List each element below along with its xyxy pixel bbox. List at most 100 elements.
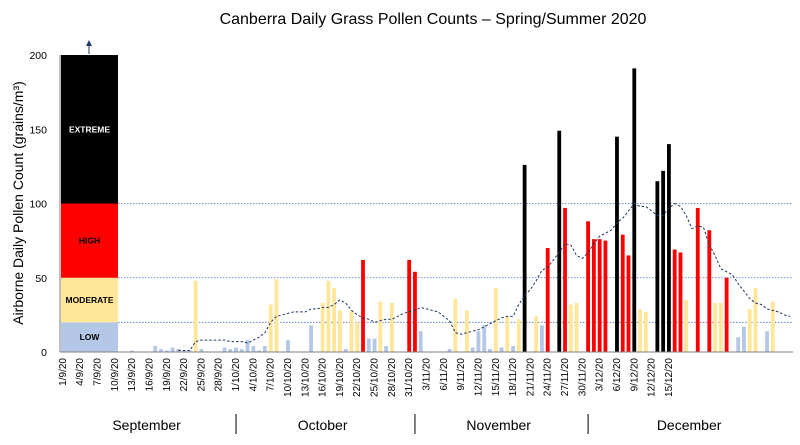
bar xyxy=(309,325,313,352)
bar xyxy=(268,304,273,352)
y-axis-label: Airborne Daily Pollen Count (grains/m³) xyxy=(10,81,26,325)
bar xyxy=(747,308,752,352)
band-label-low: LOW xyxy=(80,332,101,342)
bar xyxy=(251,346,256,352)
bar xyxy=(199,349,204,352)
x-tick-label: 15/11/20 xyxy=(491,358,502,397)
bar xyxy=(534,316,539,352)
bar xyxy=(389,302,394,352)
bar xyxy=(338,310,342,352)
pollen-level-bands: LOW MODERATE HIGH EXTREME xyxy=(61,55,118,352)
band-extreme xyxy=(61,55,118,204)
trend-line xyxy=(178,202,791,351)
x-tick-label: 6/11/20 xyxy=(439,358,450,391)
x-tick-label: 28/9/20 xyxy=(214,358,225,392)
bar xyxy=(695,207,700,352)
daily-bars xyxy=(107,68,775,353)
bar xyxy=(164,350,169,352)
x-tick-label: 1/9/20 xyxy=(58,358,69,386)
bar xyxy=(742,326,746,352)
x-tick-label: 3/11/20 xyxy=(422,358,433,391)
x-tick-label: 22/10/20 xyxy=(352,358,363,397)
bar xyxy=(193,280,198,352)
x-tick-label: 30/11/20 xyxy=(577,358,588,397)
bar xyxy=(713,302,717,352)
bar xyxy=(672,249,677,352)
bar xyxy=(245,340,250,352)
x-tick-label: 1/10/20 xyxy=(231,358,242,392)
bar xyxy=(407,259,412,352)
bar xyxy=(343,349,348,352)
bar xyxy=(545,248,550,352)
bar xyxy=(753,288,758,352)
x-tick-labels: 1/9/20 4/9/20 7/9/20 10/9/20 13/9/20 16/9/20 1… xyxy=(58,358,675,397)
x-tick-label: 7/10/20 xyxy=(266,358,277,392)
x-tick-label: 9/11/20 xyxy=(456,358,467,391)
bar xyxy=(453,298,458,352)
bar xyxy=(234,347,238,352)
y-tick-label: 50 xyxy=(35,273,47,285)
x-tick-label: 25/10/20 xyxy=(370,358,381,397)
bar xyxy=(228,349,233,352)
x-tick-label: 13/10/20 xyxy=(300,358,311,397)
x-tick-label: 10/9/20 xyxy=(110,358,121,392)
bar xyxy=(130,350,135,352)
band-label-high: HIGH xyxy=(79,236,100,246)
bar xyxy=(667,144,671,352)
chart-title: Canberra Daily Grass Pollen Counts – Spr… xyxy=(220,11,647,28)
x-tick-label: 15/12/20 xyxy=(664,358,675,397)
bar xyxy=(366,338,371,352)
band-label-moderate: MODERATE xyxy=(65,295,113,305)
bar xyxy=(603,240,608,352)
bar xyxy=(765,331,769,352)
bar xyxy=(470,347,475,352)
bar xyxy=(563,207,567,352)
bar xyxy=(718,302,723,352)
axes xyxy=(59,55,793,353)
bar xyxy=(384,346,389,352)
month-labels: September October November December xyxy=(112,414,722,434)
bar xyxy=(482,325,487,352)
bar xyxy=(476,331,481,352)
x-tick-label: 6/12/20 xyxy=(612,358,623,392)
band-moderate xyxy=(61,277,118,323)
bar xyxy=(355,322,360,352)
bar xyxy=(447,349,452,352)
bar xyxy=(591,239,596,352)
bar xyxy=(326,280,331,352)
overflow-arrow-icon xyxy=(86,40,92,54)
month-label: December xyxy=(657,417,722,433)
x-tick-label: 4/9/20 xyxy=(75,358,86,386)
bar xyxy=(511,346,515,352)
x-tick-label: 7/9/20 xyxy=(93,358,104,386)
bar xyxy=(349,310,354,352)
bar xyxy=(187,350,192,352)
bar xyxy=(372,338,377,352)
bar xyxy=(413,271,417,352)
bar xyxy=(557,130,562,352)
bar xyxy=(239,349,244,352)
band-high xyxy=(61,203,118,278)
bar xyxy=(107,350,111,352)
bar xyxy=(378,301,383,352)
bar xyxy=(257,350,262,352)
bar xyxy=(586,221,591,352)
x-tick-label: 22/9/20 xyxy=(179,358,190,392)
x-tick-label: 16/9/20 xyxy=(144,358,155,392)
month-label: November xyxy=(466,417,531,433)
bar xyxy=(632,68,637,353)
y-tick-labels: 0 50 100 150 200 xyxy=(29,50,47,359)
x-tick-label: 28/10/20 xyxy=(387,358,398,397)
x-tick-label: 10/10/20 xyxy=(283,358,294,397)
x-tick-label: 4/10/20 xyxy=(248,358,259,392)
bar xyxy=(516,319,521,352)
bar xyxy=(320,302,325,352)
bar xyxy=(499,347,504,352)
y-tick-label: 150 xyxy=(29,124,47,136)
y-tick-label: 0 xyxy=(41,347,47,359)
x-tick-label: 19/9/20 xyxy=(162,358,173,392)
y-tick-label: 200 xyxy=(29,50,47,62)
x-tick-label: 21/11/20 xyxy=(525,358,536,397)
bar xyxy=(505,316,510,352)
